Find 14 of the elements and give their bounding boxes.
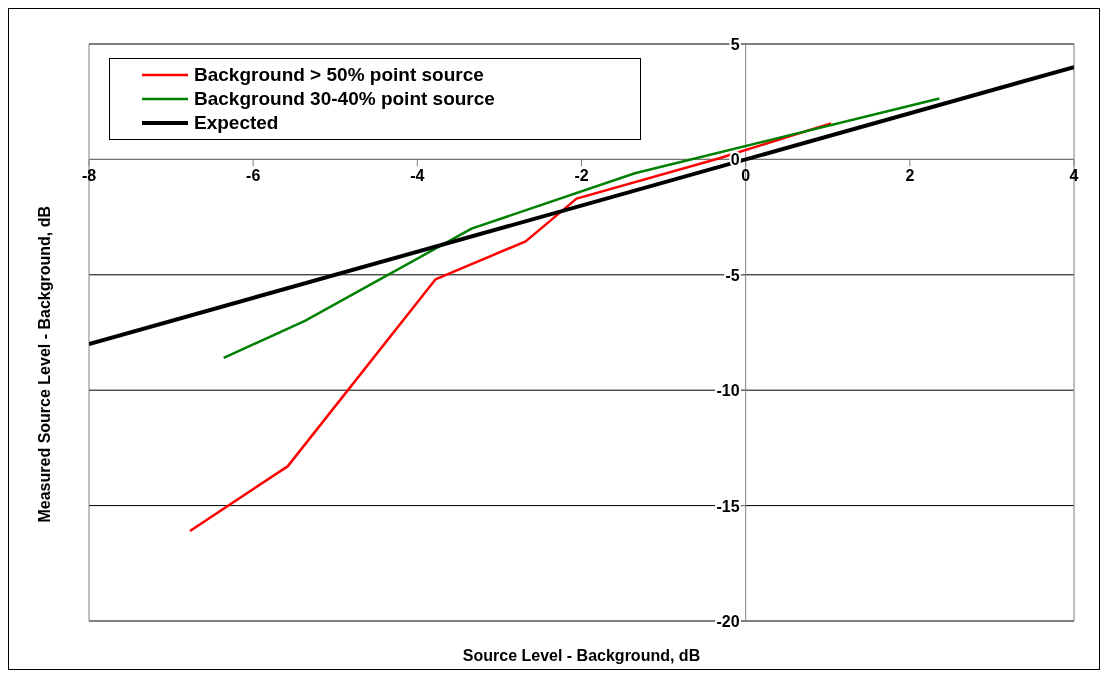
- x-tick-label: -4: [410, 167, 425, 185]
- legend-label: Background 30-40% point source: [194, 87, 495, 111]
- x-tick-label: 0: [741, 167, 751, 185]
- x-tick-label: -6: [246, 167, 261, 185]
- x-tick-label: -2: [574, 167, 589, 185]
- legend-label: Expected: [194, 111, 279, 135]
- y-tick-label: -20: [716, 613, 740, 630]
- y-axis-title: Measured Source Level - Background, dB: [35, 205, 53, 523]
- x-tick-label: -8: [81, 167, 97, 185]
- y-tick-label: 5: [730, 36, 740, 53]
- x-axis-title: Source Level - Background, dB: [462, 647, 701, 664]
- x-tick-label: 2: [905, 167, 915, 185]
- legend-label: Background > 50% point source: [194, 63, 484, 87]
- x-tick-label: 4: [1069, 167, 1079, 185]
